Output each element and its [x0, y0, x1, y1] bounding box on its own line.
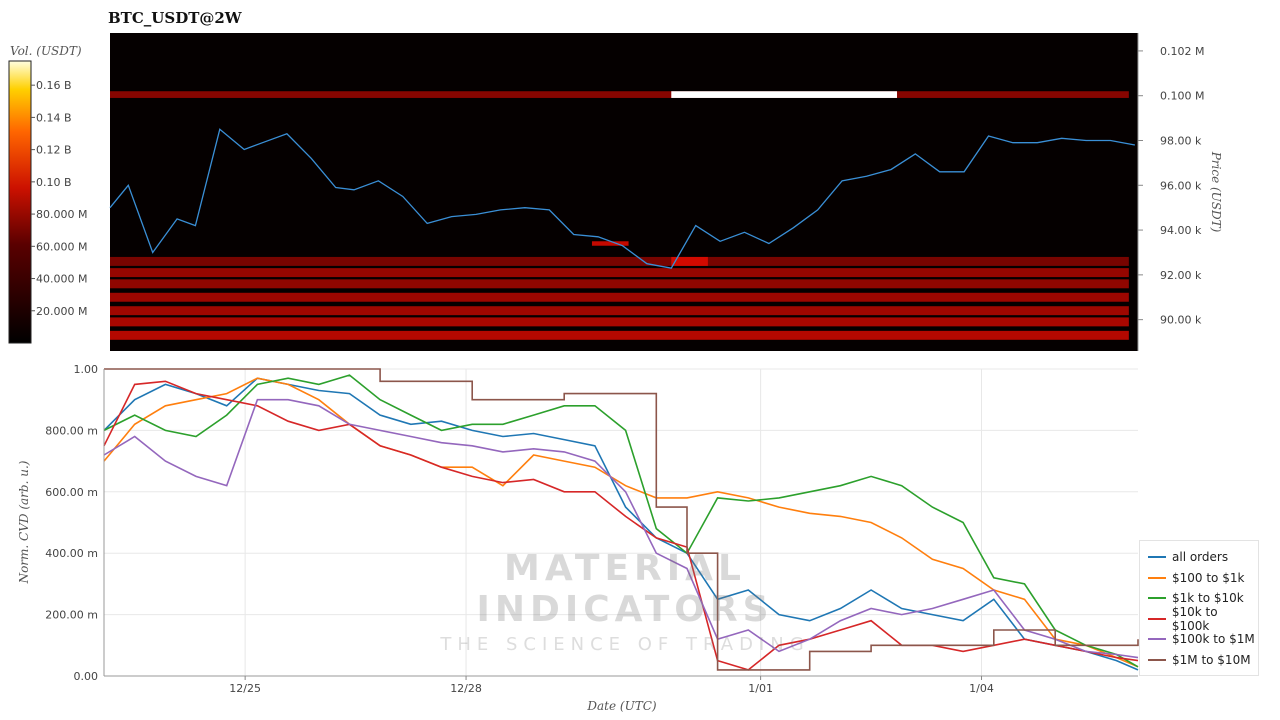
- cvd-series-line: [103, 374, 1139, 668]
- legend: all orders $100 to $1k $1k to $10k $10k to …: [1139, 540, 1259, 676]
- cvd-series-line: [103, 398, 1139, 659]
- cvd-series-line: [103, 377, 1139, 668]
- legend-item[interactable]: $100 to $1k: [1148, 568, 1258, 589]
- colorbar-tick-label: 0.16 B: [36, 79, 72, 92]
- cvd-panel: 0.00 200.00 m 400.00 m 600.00 m 800.00 m 1.00…: [17, 363, 1139, 713]
- heat-band: [110, 330, 1129, 340]
- cvd-y-ticks: 0.00 200.00 m 400.00 m 600.00 m 800.00 m 1.00: [45, 363, 98, 683]
- cvd-x-ticks: 12/25 12/28 1/01 1/04: [229, 676, 994, 695]
- cvd-x-tick-label: 12/28: [450, 682, 482, 695]
- price-tick-label: 94.00 k: [1160, 224, 1202, 237]
- heat-bands: [110, 91, 1129, 340]
- colorbar-gradient: [8, 60, 32, 344]
- colorbar-tick-label: 20.000 M: [36, 305, 87, 318]
- price-tick-label: 0.102 M: [1160, 45, 1204, 58]
- heatmap-panel: 90.00 k 92.00 k 94.00 k 96.00 k 98.00 k 0.100…: [109, 33, 1223, 351]
- colorbar-tick-label: 0.10 B: [36, 176, 72, 189]
- heat-band: [671, 91, 898, 98]
- cvd-series: [103, 368, 1139, 671]
- legend-label: $1k to $10k: [1172, 591, 1244, 606]
- colorbar: Vol. (USDT) 20.000 M 40.000 M 60.000 M 80.0…: [8, 44, 87, 344]
- legend-swatch: [1148, 556, 1166, 559]
- legend-item[interactable]: $10k to $100k: [1148, 605, 1258, 633]
- heat-band: [671, 256, 708, 266]
- cvd-x-tick-label: 12/25: [229, 682, 261, 695]
- legend-swatch: [1148, 638, 1166, 641]
- cvd-series-line: [104, 368, 1139, 671]
- cvd-y-tick-label: 1.00: [74, 363, 99, 376]
- heat-band: [110, 306, 1129, 316]
- legend-item[interactable]: $1k to $10k: [1148, 588, 1258, 609]
- price-tick-label: 90.00 k: [1160, 314, 1202, 327]
- cvd-y-tick-label: 600.00 m: [45, 486, 98, 499]
- cvd-y-tick-label: 0.00: [74, 670, 99, 683]
- colorbar-tick-label: 0.12 B: [36, 144, 72, 157]
- heat-band: [591, 241, 629, 246]
- price-tick-label: 96.00 k: [1160, 179, 1202, 192]
- colorbar-tick-label: 60.000 M: [36, 240, 87, 253]
- cvd-y-tick-label: 800.00 m: [45, 424, 98, 437]
- legend-item[interactable]: $1M to $10M: [1148, 650, 1258, 671]
- legend-label: all orders: [1172, 550, 1229, 565]
- legend-swatch: [1148, 617, 1166, 620]
- colorbar-tick-label: 0.14 B: [36, 111, 72, 124]
- price-line: [109, 128, 1136, 269]
- heat-band: [110, 256, 1129, 266]
- cvd-y-tick-label: 400.00 m: [45, 547, 98, 560]
- legend-label: $10k to $100k: [1171, 604, 1218, 633]
- legend-item[interactable]: all orders: [1148, 547, 1258, 568]
- legend-label: $100k to $1M: [1172, 632, 1255, 647]
- price-axis-label: Price (USDT): [1209, 151, 1223, 233]
- price-axis-ticks: 90.00 k 92.00 k 94.00 k 96.00 k 98.00 k 0.100…: [1138, 45, 1204, 327]
- legend-item[interactable]: $100k to $1M: [1148, 629, 1258, 650]
- heat-band: [110, 268, 1129, 278]
- price-tick-label: 0.100 M: [1160, 90, 1204, 103]
- chart-title: BTC_USDT@2W: [108, 9, 242, 27]
- colorbar-tick-label: 40.000 M: [36, 273, 87, 286]
- cvd-y-tick-label: 200.00 m: [45, 609, 98, 622]
- heat-band: [110, 279, 1129, 289]
- cvd-x-axis-label: Date (UTC): [586, 699, 656, 713]
- cvd-x-tick-label: 1/01: [748, 682, 773, 695]
- legend-swatch: [1148, 658, 1166, 661]
- legend-label: $100 to $1k: [1172, 570, 1245, 585]
- colorbar-ticks: 20.000 M 40.000 M 60.000 M 80.000 M 0.10 B 0.…: [31, 79, 87, 318]
- heat-band: [110, 91, 1129, 98]
- cvd-series-line: [103, 380, 1139, 671]
- colorbar-tick-label: 80.000 M: [36, 208, 87, 221]
- cvd-x-tick-label: 1/04: [969, 682, 994, 695]
- cvd-background: [104, 369, 1138, 676]
- price-tick-label: 98.00 k: [1160, 134, 1202, 147]
- heatmap-background: [110, 33, 1138, 351]
- legend-swatch: [1148, 597, 1166, 600]
- price-tick-label: 92.00 k: [1160, 269, 1202, 282]
- heat-band: [110, 317, 1129, 327]
- cvd-y-axis-label: Norm. CVD (arb. u.): [17, 460, 31, 584]
- colorbar-label: Vol. (USDT): [10, 44, 82, 58]
- legend-swatch: [1148, 576, 1166, 579]
- heat-band: [110, 292, 1129, 302]
- legend-label: $1M to $10M: [1172, 652, 1251, 667]
